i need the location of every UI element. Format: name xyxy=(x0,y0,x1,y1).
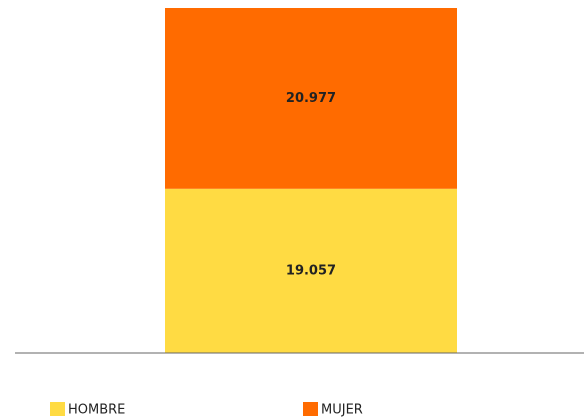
legend-swatch xyxy=(50,402,65,416)
bar-segment xyxy=(165,188,457,353)
bar-segment xyxy=(165,8,457,189)
legend-label: MUJER xyxy=(321,403,363,418)
value-label: 19.057 xyxy=(286,263,336,278)
legend-swatch xyxy=(303,402,318,416)
legend-label: HOMBRE xyxy=(68,403,125,418)
value-label: 20.977 xyxy=(286,91,336,106)
